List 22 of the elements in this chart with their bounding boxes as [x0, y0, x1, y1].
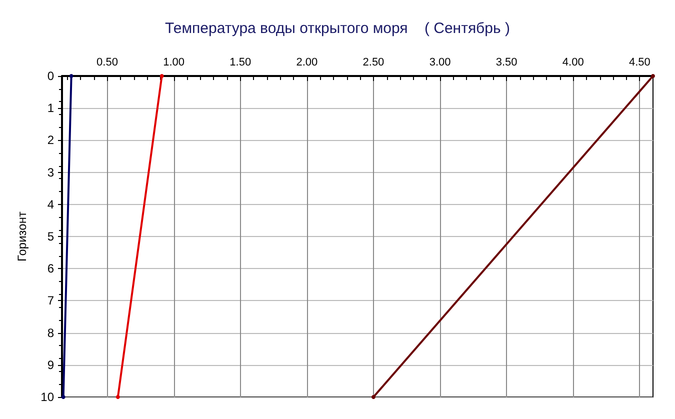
- y-tick-label: 1: [47, 101, 54, 116]
- x-tick-label: 0.50: [96, 56, 118, 68]
- y-tick-label: 6: [47, 262, 54, 276]
- chart-title: Температура воды открытого моря ( Сентябрь ): [165, 20, 510, 37]
- x-tick-label: 3.50: [496, 56, 518, 68]
- x-tick-label: 2.50: [362, 56, 384, 68]
- y-axis-title: Горизонт: [15, 211, 29, 262]
- y-tick-label: 8: [47, 326, 54, 340]
- y-tick-label: 5: [47, 230, 54, 244]
- y-tick-label: 2: [47, 133, 54, 148]
- y-tick-label: 0: [47, 69, 54, 83]
- y-tick-label: 7: [47, 294, 54, 308]
- y-tick-label: 10: [40, 390, 54, 404]
- x-tick-label: 3.00: [429, 56, 451, 68]
- x-tick-label: 2.00: [296, 56, 318, 68]
- x-tick-label: 1.50: [230, 56, 252, 68]
- y-tick-label: 4: [47, 197, 54, 212]
- y-tick-label: 3: [47, 165, 54, 180]
- x-tick-label: 4.50: [628, 56, 650, 68]
- x-tick-label: 4.00: [562, 56, 584, 68]
- x-tick-label: 1.00: [163, 56, 185, 68]
- y-tick-label: 9: [47, 358, 54, 372]
